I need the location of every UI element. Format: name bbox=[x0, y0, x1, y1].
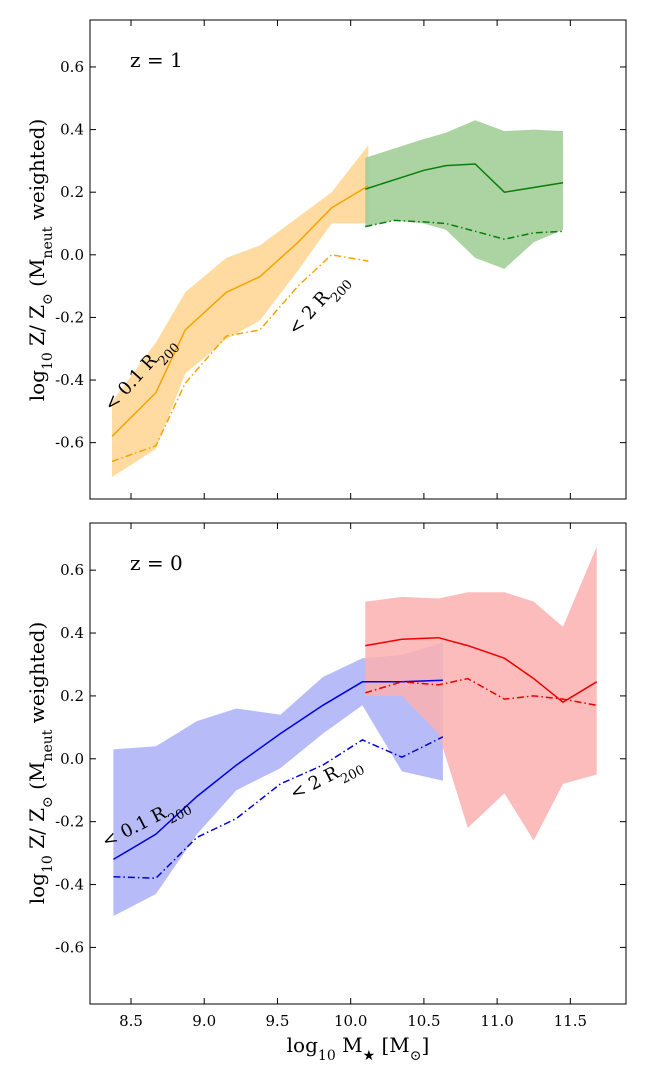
top-median-line-low-mass bbox=[111, 185, 369, 437]
bottom-xtick-label: 10.0 bbox=[334, 1012, 367, 1030]
top-ticks: -0.6 -0.4 -0.2 0.0 0.2 0.4 0.6 bbox=[55, 20, 626, 499]
top-ytick-label: -0.6 bbox=[55, 434, 84, 452]
bottom-axes-frame bbox=[89, 522, 627, 1005]
bottom-xtick-label: 8.5 bbox=[119, 1012, 143, 1030]
top-outer-line-low-mass bbox=[111, 253, 369, 463]
bottom-xtick-label: 11.0 bbox=[480, 1012, 513, 1030]
bottom-ytick-label: -0.2 bbox=[55, 813, 84, 831]
top-band-high-mass bbox=[365, 120, 563, 269]
top-median-line-high-mass bbox=[365, 163, 564, 193]
top-y-axis-title: log10 Z/ Z⊙ (Mneut weighted) bbox=[25, 119, 56, 402]
top-outer-radius-label: < 2 R200 bbox=[284, 269, 356, 344]
top-outer-line-high-mass bbox=[365, 219, 564, 240]
bottom-ytick-label: 0.6 bbox=[60, 561, 84, 579]
bottom-redshift-label: z = 0 bbox=[130, 551, 183, 575]
top-ytick-label: -0.2 bbox=[55, 308, 84, 326]
top-ytick-label: 0.4 bbox=[60, 121, 84, 139]
bottom-xtick-label: 10.5 bbox=[407, 1012, 440, 1030]
top-band-low-mass bbox=[112, 145, 369, 478]
bottom-median-line-high-mass bbox=[365, 636, 598, 704]
panel-bottom: -0.6 -0.4 -0.2 0.0 0.2 0.4 0.6 8.5 9.0 9.5 10.0 10.… bbox=[25, 522, 627, 1064]
top-bands bbox=[112, 120, 563, 478]
top-axes-frame bbox=[89, 19, 627, 500]
bottom-ytick-label: -0.4 bbox=[55, 876, 84, 894]
bottom-xtick-label: 9.0 bbox=[192, 1012, 216, 1030]
top-ytick-label: 0.2 bbox=[60, 183, 84, 201]
bottom-bands bbox=[113, 546, 597, 916]
bottom-xtick-label: 9.5 bbox=[266, 1012, 290, 1030]
panel-top: -0.6-0.4-0.20.00.20.40.6 z = 1 < 0.1 R20… bbox=[25, 19, 627, 500]
bottom-lines bbox=[113, 636, 598, 879]
bottom-band-high-mass bbox=[365, 546, 597, 841]
x-axis-title: log10 M★ [M⊙] bbox=[287, 1033, 430, 1064]
bottom-ytick-label: -0.6 bbox=[55, 938, 84, 956]
bottom-ytick-label: 0.4 bbox=[60, 624, 84, 642]
bottom-xtick-label: 11.5 bbox=[554, 1012, 587, 1030]
bottom-ticks: -0.6 -0.4 -0.2 0.0 0.2 0.4 0.6 8.5 9.0 9.5 10.0 10.… bbox=[55, 523, 626, 1030]
top-ytick-label: -0.4 bbox=[55, 371, 84, 389]
top-redshift-label: z = 1 bbox=[130, 48, 183, 72]
bottom-median-line-low-mass bbox=[113, 679, 443, 861]
top-ytick-label: 0.0 bbox=[60, 246, 84, 264]
top-lines bbox=[111, 163, 564, 463]
bottom-ytick-label: 0.2 bbox=[60, 687, 84, 705]
bottom-ytick-label: 0.0 bbox=[60, 750, 84, 768]
bottom-outer-radius-label: < 2 R200 bbox=[287, 751, 368, 810]
bottom-outer-line-low-mass bbox=[113, 736, 444, 879]
bottom-y-axis-title: log10 Z/ Z⊙ (Mneut weighted) bbox=[25, 622, 56, 905]
bottom-outer-line-high-mass bbox=[365, 677, 597, 707]
top-ytick-label: 0.6 bbox=[60, 58, 84, 76]
